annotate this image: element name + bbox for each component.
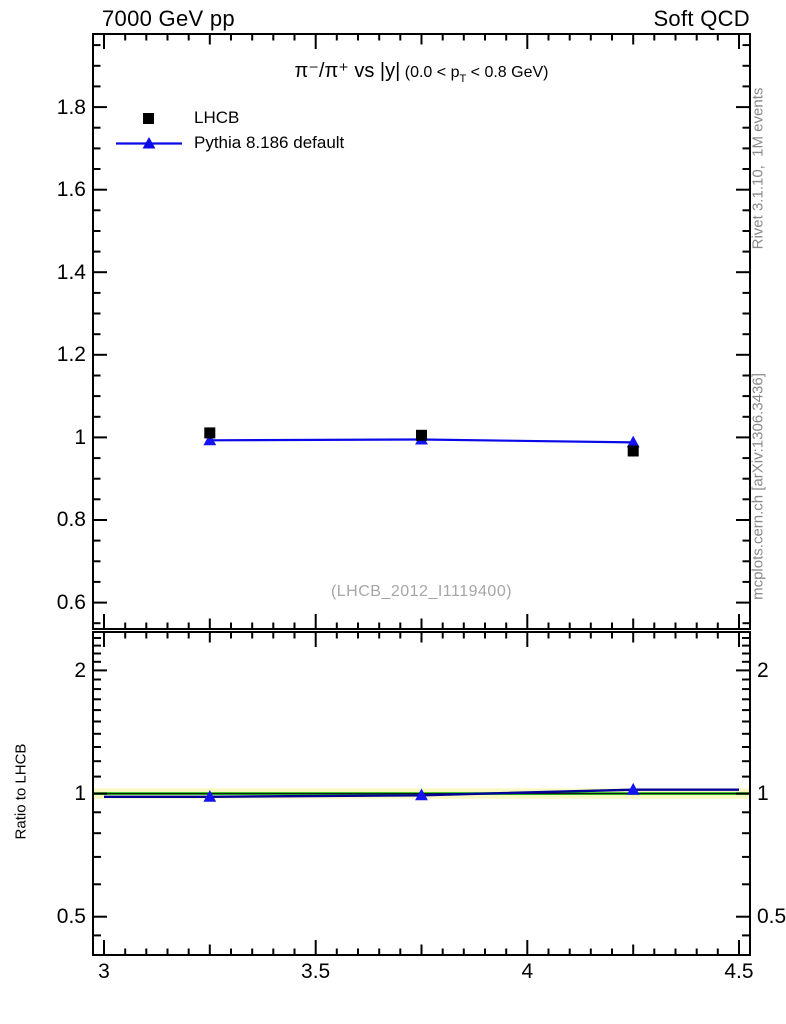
header-beam-energy: 7000 GeV pp <box>102 6 235 31</box>
main-y-tick-label: 1.4 <box>56 260 86 284</box>
main-y-tick-label: 0.8 <box>56 508 86 532</box>
rivet-version-note: Rivet 3.1.10, 1M events <box>749 87 767 250</box>
legend-label: LHCB <box>194 107 240 127</box>
x-tick-label: 4 <box>521 960 534 983</box>
x-tick-label: 4.5 <box>724 960 754 983</box>
legend-item: Pythia 8.186 default <box>110 130 344 155</box>
main-y-tick-label: 1.2 <box>56 343 86 367</box>
main-y-tick-label: 0.6 <box>56 591 86 615</box>
legend-square-marker-icon <box>110 107 188 129</box>
x-tick-label: 3 <box>98 960 110 983</box>
plot-title-cut-post: < 0.8 GeV) <box>466 64 549 81</box>
legend-label: Pythia 8.186 default <box>194 132 345 152</box>
x-tick-label: 3.5 <box>301 960 331 983</box>
plot-title-cut-subscript: T <box>459 73 467 85</box>
ratio-y-tick-label-right: 2 <box>757 658 769 682</box>
plot-title-cut-pre: (0.0 < p <box>400 64 460 81</box>
legend: LHCB Pythia 8.186 default <box>110 105 344 155</box>
ratio-y-tick-label-right: 0.5 <box>757 905 786 929</box>
ratio-y-tick-label-left: 2 <box>74 658 86 682</box>
main-y-tick-label: 1 <box>74 425 86 449</box>
ratio-y-tick-label-left: 0.5 <box>56 905 86 929</box>
legend-triangle-marker-icon <box>110 132 188 154</box>
mcplots-arxiv-note: mcplots.cern.ch [arXiv:1306.3436] <box>749 373 767 600</box>
ratio-y-tick-label-right: 1 <box>757 782 769 806</box>
header-process-group: Soft QCD <box>653 6 750 31</box>
plot-title: π⁻/π⁺ vs |y| (0.0 < pT < 0.8 GeV) <box>93 58 750 85</box>
plot-title-observable: π⁻/π⁺ vs |y| <box>294 60 401 82</box>
legend-item: LHCB <box>110 105 344 130</box>
analysis-watermark: (LHCB_2012_I1119400) <box>330 583 513 600</box>
main-y-tick-label: 1.8 <box>56 95 86 119</box>
main-y-tick-label: 1.6 <box>56 178 86 202</box>
ratio-y-tick-label-left: 1 <box>74 782 86 806</box>
